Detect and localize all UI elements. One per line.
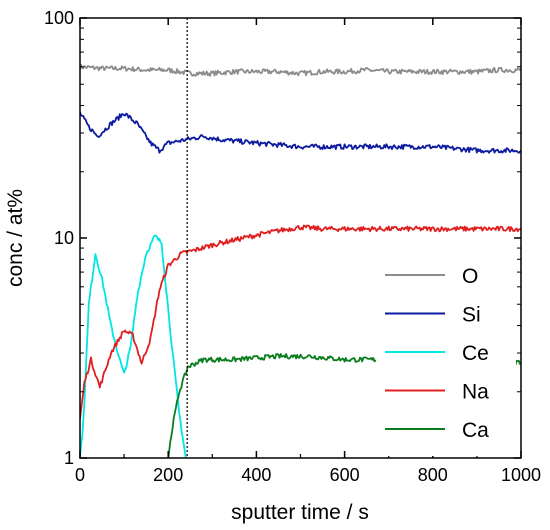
series-line-na <box>80 224 521 420</box>
x-axis-title: sputter time / s <box>231 501 369 524</box>
series-line-o <box>80 64 521 77</box>
legend-box <box>376 256 516 456</box>
legend-label-ce: Ce <box>462 342 489 365</box>
y-tick-label: 100 <box>44 8 74 28</box>
y-tick-label: 1 <box>64 448 74 468</box>
legend-label-ca: Ca <box>462 419 489 442</box>
x-tick-label: 600 <box>330 465 360 485</box>
ticks-layer: 0 200 400 600 800 1000 1 10 100 <box>44 8 541 485</box>
series-line-si <box>80 111 521 154</box>
x-tick-label: 0 <box>75 465 85 485</box>
legend-label-o: O <box>462 265 478 288</box>
legend-label-na: Na <box>462 381 489 404</box>
series-line-ce <box>80 234 187 458</box>
legend-label-si: Si <box>462 304 481 327</box>
series-line-ca <box>167 353 386 458</box>
y-tick-label: 10 <box>54 228 74 248</box>
x-tick-label: 800 <box>418 465 448 485</box>
y-axis-title: conc / at% <box>4 189 27 287</box>
x-tick-label: 400 <box>241 465 271 485</box>
x-tick-label: 1000 <box>501 465 541 485</box>
legend: O Si Ce Na Ca <box>385 265 489 442</box>
x-tick-label: 200 <box>153 465 183 485</box>
